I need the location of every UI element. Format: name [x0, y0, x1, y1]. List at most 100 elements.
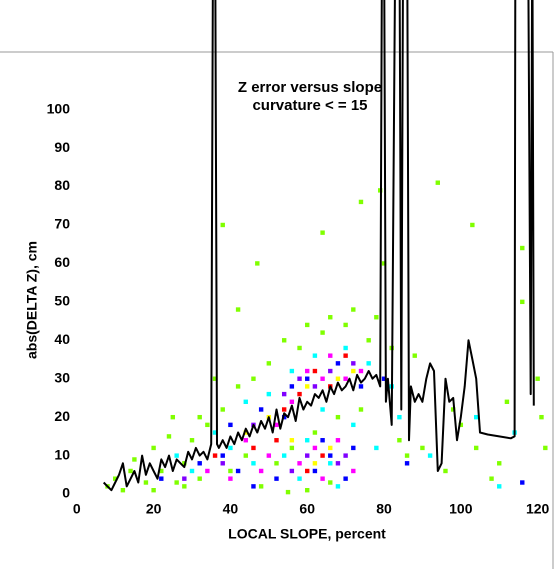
scatter-point [343, 322, 348, 328]
scatter-point [358, 407, 364, 412]
y-tick-label: 70 [54, 216, 70, 232]
scatter-point [151, 488, 156, 493]
y-tick-label: 80 [54, 177, 70, 193]
scatter-point [182, 484, 187, 489]
scatter-point [297, 461, 302, 466]
x-tick-label: 20 [146, 501, 162, 517]
scatter-point [351, 368, 356, 374]
scatter-point [305, 368, 310, 374]
scatter-point [320, 407, 325, 412]
scatter-point [343, 376, 348, 381]
scatter-point [197, 461, 202, 466]
scatter-point [335, 376, 341, 381]
scatter-point [312, 368, 318, 374]
scatter-point [358, 199, 364, 205]
scatter-point [297, 476, 302, 481]
scatter-point [358, 384, 364, 389]
scatter-point [504, 399, 510, 404]
scatter-point [285, 489, 291, 495]
scatter-point [289, 468, 295, 474]
scatter-point [212, 430, 218, 435]
scatter-point [539, 414, 544, 420]
scatter-point [335, 414, 341, 420]
scatter-point [212, 376, 218, 381]
scatter-point [305, 468, 310, 474]
scatter-point [251, 484, 256, 489]
scatter-point [473, 414, 479, 420]
scatter-point [220, 222, 225, 228]
y-tick-label: 90 [54, 139, 70, 155]
scatter-point [497, 484, 502, 489]
scatter-point [335, 484, 341, 489]
scatter-point [205, 468, 210, 474]
x-tick-label: 40 [223, 501, 239, 517]
x-tick-label: 0 [73, 501, 81, 517]
scatter-point [320, 476, 325, 481]
scatter-point [343, 476, 348, 481]
scatter-point [197, 414, 202, 420]
scatter-point [251, 445, 256, 451]
scatter-point [281, 453, 287, 458]
y-tick-label: 40 [54, 331, 70, 347]
y-tick-label: 30 [54, 369, 70, 385]
plot-marks [102, 0, 548, 495]
scatter-point [397, 414, 402, 420]
scatter-point [113, 476, 118, 481]
scatter-point [258, 468, 264, 474]
scatter-point [151, 445, 156, 451]
scatter-point [274, 438, 279, 443]
scatter-point [397, 438, 402, 443]
scatter-point [143, 480, 149, 485]
x-tick-label: 100 [449, 501, 473, 517]
scatter-point [235, 384, 241, 389]
scatter-point [535, 376, 540, 381]
scatter-point [450, 407, 456, 412]
scatter-point [274, 461, 279, 466]
scatter-point [220, 453, 225, 458]
scatter-point [351, 445, 356, 451]
scatter-point [228, 422, 233, 428]
scatter-point [320, 330, 325, 335]
scatter-point [228, 468, 233, 474]
scatter-point [174, 480, 179, 485]
scatter-point [470, 222, 475, 228]
scatter-point [174, 453, 179, 458]
y-tick-label: 100 [47, 100, 71, 116]
scatter-point [289, 438, 295, 443]
scatter-point [374, 315, 379, 320]
scatter-point [520, 480, 525, 485]
y-tick-label: 0 [62, 485, 70, 501]
scatter-point [120, 488, 126, 493]
y-tick-label: 60 [54, 254, 70, 270]
scatter-point [235, 307, 241, 312]
scatter-point [243, 453, 248, 458]
scatter-point [358, 368, 364, 374]
scatter-point [335, 461, 341, 466]
scatter-point [258, 484, 264, 489]
scatter-point [443, 468, 448, 474]
scatter-point [366, 338, 371, 343]
scatter-point [335, 438, 341, 443]
scatter-point [197, 476, 202, 481]
scatter-point [266, 453, 272, 458]
scatter-point [297, 391, 302, 397]
scatter-point [366, 361, 371, 366]
scatter-point [305, 322, 310, 328]
scatter-point [328, 461, 333, 466]
scatter-point [266, 361, 272, 366]
scatter-point [235, 468, 241, 474]
x-axis-label: LOCAL SLOPE, percent [228, 526, 386, 542]
scatter-point [305, 453, 310, 458]
scatter-point [281, 338, 287, 343]
scatter-point [312, 468, 318, 474]
y-tick-label: 20 [54, 408, 70, 424]
scatter-point [328, 368, 333, 374]
scatter-point [312, 353, 318, 358]
scatter-point [289, 399, 295, 404]
scatter-point [328, 445, 333, 451]
scatter-point [543, 445, 548, 451]
scatter-point [312, 384, 318, 389]
y-axis-label: abs(DELTA Z), cm [24, 241, 40, 359]
scatter-point [305, 376, 310, 381]
